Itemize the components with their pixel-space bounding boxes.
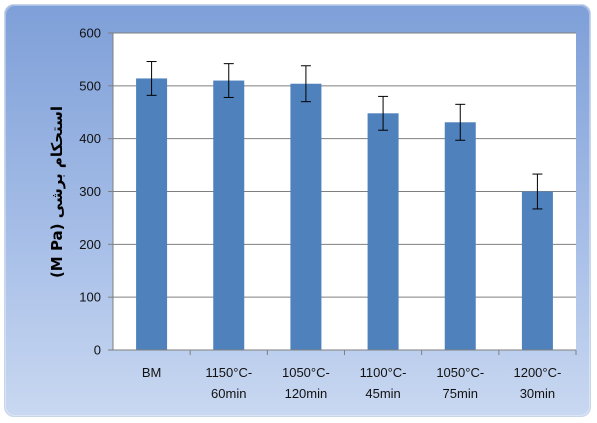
- error-bar: [532, 173, 543, 210]
- bar: [136, 78, 168, 350]
- x-tick-label: 1050°C-75min: [436, 365, 484, 401]
- y-tick-label: 600: [79, 26, 101, 41]
- gridlines: [108, 32, 576, 351]
- y-tick-label: 100: [79, 290, 101, 305]
- error-bar: [223, 63, 234, 98]
- x-tick-label: 1150°C-60min: [205, 365, 252, 401]
- error-bar: [300, 65, 311, 103]
- x-tick-label: 1100°C-45min: [360, 365, 407, 401]
- bar: [213, 80, 245, 351]
- y-tick-label: 200: [79, 237, 101, 252]
- y-tick-label: 400: [79, 131, 101, 146]
- y-tick-label: 500: [79, 78, 101, 93]
- x-tick-label: 1050°C-120min: [282, 365, 330, 401]
- error-bars: [146, 61, 543, 210]
- x-tick-labels: BM 1150°C-60min 1050°C-120min 1100°C-45min 1…: [142, 350, 577, 401]
- bar: [367, 113, 399, 350]
- x-tick-label: 1200°C-30min: [513, 365, 561, 401]
- error-bar: [146, 61, 157, 96]
- y-axis-label: استحکام برشی (M Pa): [48, 106, 66, 278]
- bars: [136, 78, 553, 351]
- error-bar: [378, 95, 389, 131]
- error-bar: [455, 103, 466, 141]
- y-tick-labels: 0 100 200 300 400 500 600: [79, 26, 101, 358]
- bar: [290, 83, 322, 350]
- bar: [444, 122, 476, 350]
- bar: [521, 191, 553, 350]
- x-tick-label: BM: [142, 365, 162, 380]
- y-tick-label: 0: [94, 343, 101, 358]
- y-tick-label: 300: [79, 184, 101, 199]
